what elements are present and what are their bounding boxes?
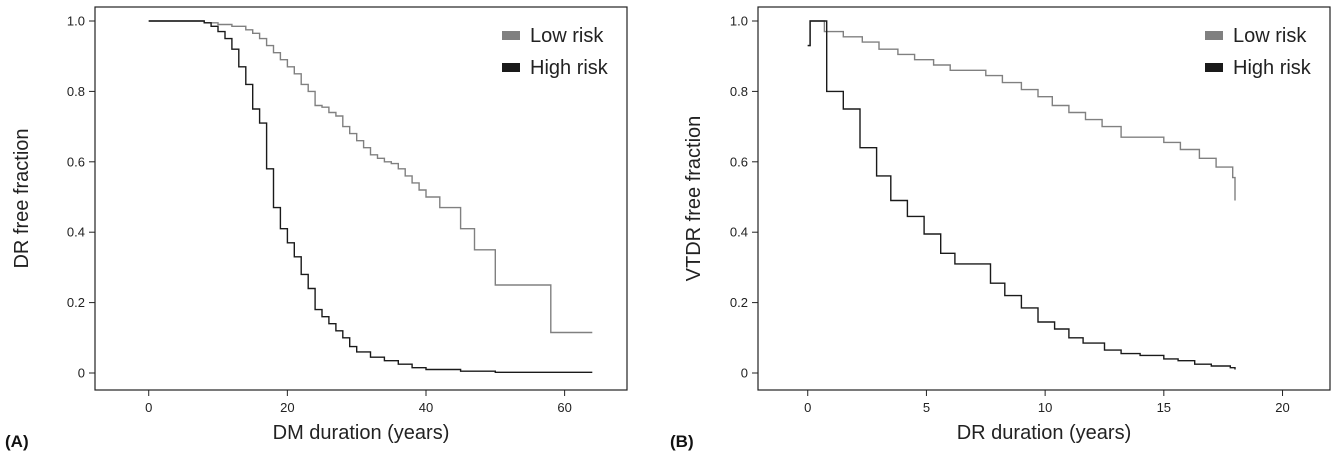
chart-1-series-0-line — [807, 20, 1236, 201]
chart-0-legend-swatch-1 — [502, 63, 520, 72]
chart-1-panel: 0 0.2 0.4 0.6 0.8 1.0 0 5 10 15 20 DR duration (yea… — [670, 6, 1331, 451]
chart-1-ytick-label-5: 1.0 — [730, 14, 748, 29]
chart-0-xtick-label-1: 20 — [280, 400, 294, 415]
chart-1-series-1-line — [807, 20, 1236, 370]
chart-0-y-axis-label: DR free fraction — [11, 128, 33, 268]
chart-0-ytick-label-4: 0.8 — [67, 84, 85, 99]
chart-1-ytick-label-4: 0.8 — [730, 84, 748, 99]
chart-1-ytick-label-0: 0 — [741, 366, 748, 381]
chart-1-legend-swatch-0 — [1205, 31, 1223, 40]
chart-1-xtick-label-1: 5 — [923, 400, 930, 415]
chart-0-series-0-line — [148, 20, 593, 334]
chart-0-xtick-label-3: 60 — [557, 400, 571, 415]
chart-0-ytick-label-2: 0.4 — [67, 225, 85, 240]
chart-0-ytick-label-3: 0.6 — [67, 154, 85, 169]
chart-1-plot-frame — [757, 6, 1331, 391]
chart-0-legend-label-0: Low risk — [530, 25, 604, 47]
chart-0-plot-frame — [94, 6, 628, 391]
chart-1-ytick-label-1: 0.2 — [730, 295, 748, 310]
chart-0-xtick-label-2: 40 — [419, 400, 433, 415]
chart-0-panel: 0 0.2 0.4 0.6 0.8 1.0 0 20 40 60 DM duration (year… — [5, 6, 628, 451]
chart-1-xtick-label-0: 0 — [804, 400, 811, 415]
chart-1-xtick-label-2: 10 — [1038, 400, 1052, 415]
chart-1-xtick-label-4: 20 — [1275, 400, 1289, 415]
chart-0-panel-label: (A) — [5, 432, 29, 451]
chart-1-legend-swatch-1 — [1205, 63, 1223, 72]
chart-1-y-axis-label: VTDR free fraction — [683, 116, 705, 282]
chart-0-ytick-label-5: 1.0 — [67, 14, 85, 29]
chart-1-legend-label-1: High risk — [1233, 57, 1312, 79]
chart-0-xtick-label-0: 0 — [145, 400, 152, 415]
chart-1-x-axis-label: DR duration (years) — [957, 422, 1132, 444]
chart-0-legend-label-1: High risk — [530, 57, 609, 79]
chart-1-ytick-label-3: 0.6 — [730, 154, 748, 169]
chart-1-xtick-label-3: 15 — [1157, 400, 1171, 415]
chart-1-legend-label-0: Low risk — [1233, 25, 1307, 47]
chart-0-ytick-label-1: 0.2 — [67, 295, 85, 310]
chart-0-legend-swatch-0 — [502, 31, 520, 40]
chart-1-panel-label: (B) — [670, 432, 694, 451]
chart-0-ytick-label-0: 0 — [78, 366, 85, 381]
chart-1-ytick-label-2: 0.4 — [730, 225, 748, 240]
chart-0-x-axis-label: DM duration (years) — [273, 422, 450, 444]
chart-0-series-1-line — [148, 20, 593, 373]
